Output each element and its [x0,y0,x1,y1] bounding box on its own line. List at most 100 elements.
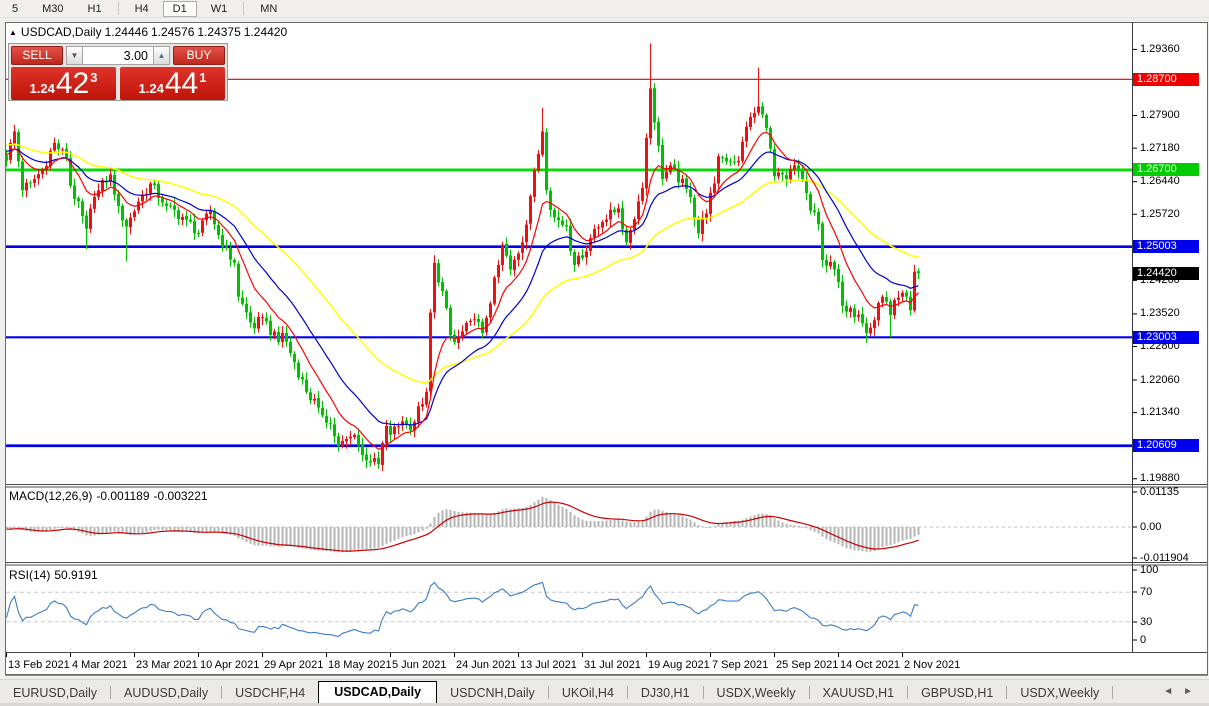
indicator-line [6,581,919,637]
tab-separator [808,686,810,699]
candles-layer [6,43,920,472]
price-axis-tick-label: 1.27180 [1140,141,1180,154]
rsi-indicator-label: RSI(14) 50.9191 [9,568,102,582]
tab-separator [1006,686,1008,699]
tab-separator [547,686,549,699]
price-level-badge: 1.24420 [1133,266,1199,280]
tab-xauusd-h1[interactable]: XAUUSD,H1 [822,686,895,700]
price-level-badge: 1.26700 [1133,163,1199,177]
price-axis-tick-label: 1.22060 [1140,373,1180,386]
date-axis-label: 5 Jun 2021 [392,659,447,671]
price-axis-tick-label: 1.27900 [1140,109,1180,121]
timeframe-button-m30[interactable]: M30 [42,2,64,15]
volume-increase-button[interactable]: ▲ [153,46,170,65]
buy-button[interactable]: BUY [173,46,225,65]
price-axis-tick-label: 1.23520 [1140,307,1180,320]
date-axis-label: 18 May 2021 [328,659,392,671]
timeframe-button-h1[interactable]: H1 [87,2,102,15]
buy-price-display[interactable]: 1.24 44 1 [120,67,225,100]
sell-button[interactable]: SELL [11,46,63,65]
price-level-badge: 1.25003 [1133,240,1199,254]
rsi-axis-label: 0 [1140,633,1147,646]
tab-usdx-weekly[interactable]: USDX,Weekly [1020,686,1100,700]
sell-price-display[interactable]: 1.24 42 3 [11,67,116,100]
window-bottom-edge [0,703,1209,706]
chart-symbol-label: USDCAD,Daily [20,25,102,39]
tab-separator [1112,686,1114,699]
rsi-name: RSI(14) [9,568,51,582]
volume-value[interactable]: 3.00 [83,46,153,65]
date-axis-label: 13 Jul 2021 [520,659,577,671]
price-axis-tick-label: 1.26440 [1140,175,1180,188]
date-axis-label: 19 Aug 2021 [648,659,710,671]
toolbar-separator [243,2,245,15]
ohlc-low: 1.24375 [197,25,241,39]
buy-price-prefix: 1.24 [138,81,164,96]
tab-separator [702,686,704,699]
price-axis-tick-label: 1.29360 [1140,42,1180,55]
price-axis-tick-label: 1.19880 [1140,472,1180,485]
tab-separator [221,686,223,699]
date-axis-label: 31 Jul 2021 [584,659,641,671]
date-axis-label: 7 Sep 2021 [712,659,769,671]
tab-separator [626,686,628,699]
timeframe-button-mn[interactable]: MN [260,2,278,15]
price-level-badge: 1.23003 [1133,330,1199,344]
tab-usdcnh-daily[interactable]: USDCNH,Daily [450,686,535,700]
tab-scroll-arrows: ◄► [1163,686,1203,697]
macd-axis-label: 0.00 [1140,520,1162,533]
indicator-line [6,131,919,450]
date-axis-label: 25 Sep 2021 [776,659,839,671]
chart-title: ▲ USDCAD,Daily 1.24446 1.24576 1.24375 1.2442… [9,25,290,39]
rsi-value: 50.9191 [54,568,98,582]
price-axis-tick-label: 1.21340 [1140,406,1180,419]
tab-ukoil-h4[interactable]: UKOil,H4 [561,686,614,700]
rsi-axis-label: 100 [1140,563,1159,576]
macd-indicator-label: MACD(12,26,9) -0.001189 -0.003221 [9,489,212,503]
ohlc-open: 1.24446 [104,25,148,39]
toolbar-separator [117,2,119,15]
macd-main-value: -0.001189 [96,489,150,503]
timeframe-button-h4[interactable]: H4 [134,2,149,15]
tabs-scroll-right-icon[interactable]: ► [1183,686,1203,697]
price-level-badge: 1.28700 [1133,72,1199,86]
tab-usdchf-h4[interactable]: USDCHF,H4 [235,686,306,700]
sell-price-big: 42 [55,66,90,100]
price-level-badge: 1.20609 [1133,439,1199,453]
indicator-line [6,501,919,552]
timeframe-button-5[interactable]: 5 [12,2,19,15]
buy-price-sup: 1 [199,70,207,85]
date-axis-label: 24 Jun 2021 [456,659,517,671]
sell-price-prefix: 1.24 [29,81,55,96]
tabs-scroll-left-icon[interactable]: ◄ [1163,686,1184,697]
date-axis-label: 14 Oct 2021 [840,659,900,671]
indicator-line [6,148,919,426]
macd-name: MACD(12,26,9) [9,489,93,503]
tab-audusd-daily[interactable]: AUDUSD,Daily [124,686,209,700]
tab-dj30-h1[interactable]: DJ30,H1 [640,686,690,700]
rsi-axis-label: 30 [1140,615,1153,628]
panel-frame [5,22,1208,676]
tab-eurusd-daily[interactable]: EURUSD,Daily [13,686,98,700]
collapse-arrow-icon[interactable]: ▲ [9,28,17,37]
timeframe-toolbar: 5 M30 H1 H4 D1 W1 MN [0,0,1209,18]
volume-spinner: ▼ 3.00 ▲ [66,46,170,65]
price-axis-tick-label: 1.25720 [1140,207,1180,220]
macd-axis-label: 0.01135 [1140,485,1179,498]
triangle-up-icon: ▲ [157,51,166,60]
date-axis-label: 4 Mar 2021 [72,659,128,671]
timeframe-button-w1[interactable]: W1 [210,2,228,15]
tab-separator [110,686,112,699]
tab-usdcad-daily[interactable]: USDCAD,Daily [318,681,438,704]
volume-decrease-button[interactable]: ▼ [66,46,83,65]
buy-price-big: 44 [164,66,199,100]
tab-gbpusd-h1[interactable]: GBPUSD,H1 [921,686,994,700]
ohlc-high: 1.24576 [151,25,195,39]
timeframe-button-d1[interactable]: D1 [162,0,197,17]
date-axis-label: 29 Apr 2021 [264,659,324,671]
macd-axis-label: -0.011904 [1140,551,1189,564]
date-axis-label: 10 Apr 2021 [200,659,260,671]
tab-usdx-weekly[interactable]: USDX,Weekly [716,686,796,700]
chart-tab-bar: EURUSD,Daily AUDUSD,Daily USDCHF,H4 USDCAD,… [0,679,1209,704]
